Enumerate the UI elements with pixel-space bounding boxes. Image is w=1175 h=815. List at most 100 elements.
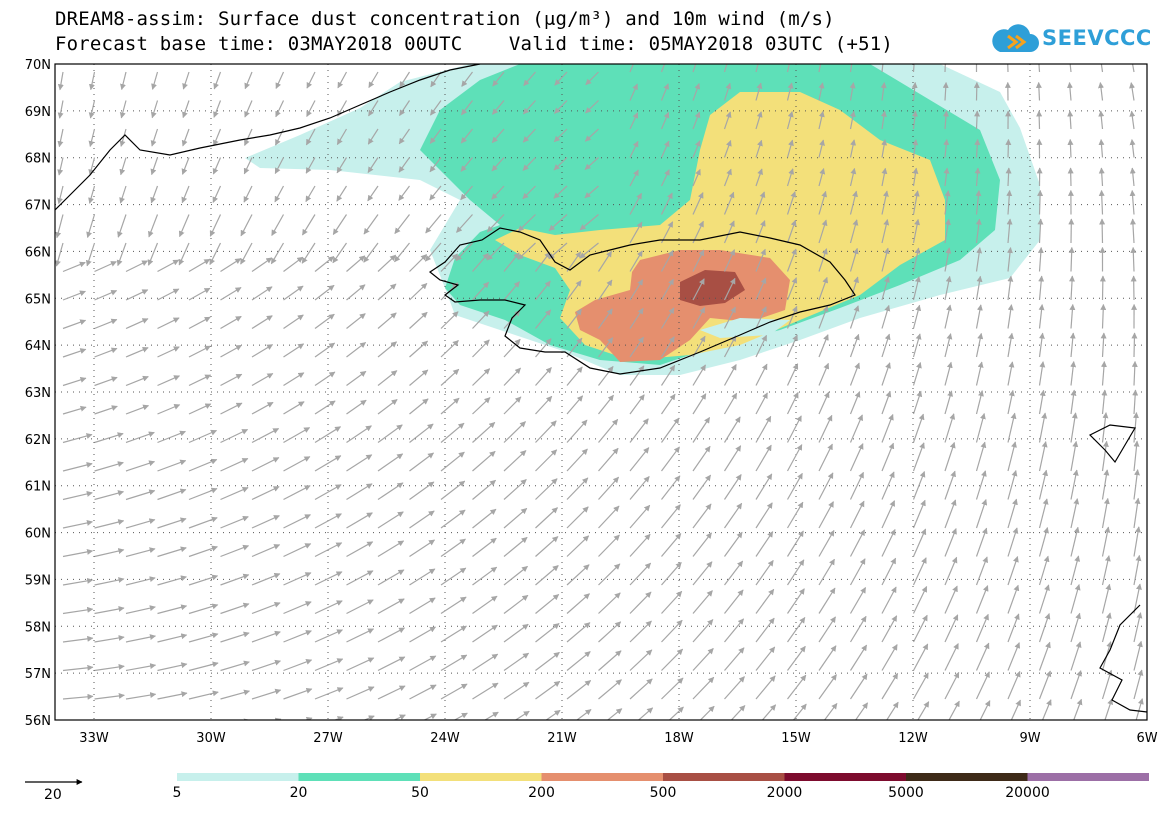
wind-vector <box>399 100 410 116</box>
wind-vector <box>440 683 468 700</box>
wind-vector <box>1036 110 1043 130</box>
wind-vector <box>157 430 186 444</box>
wind-vector <box>271 214 285 236</box>
wind-vector <box>629 64 635 73</box>
wind-vector <box>545 709 561 720</box>
wind-vector <box>692 647 714 671</box>
wind-vector <box>116 242 127 267</box>
wind-vector <box>975 613 989 643</box>
wind-vector <box>251 286 273 301</box>
wind-vector <box>660 364 676 386</box>
wind-vector <box>975 585 989 614</box>
wind-vector <box>220 486 249 501</box>
title-line-2: Forecast base time: 03MAY2018 00UTC Vali… <box>55 33 894 55</box>
wind-vector <box>283 314 304 329</box>
wind-vector <box>660 111 670 130</box>
wind-vector <box>723 140 732 158</box>
wind-vector <box>566 535 590 557</box>
wind-vector <box>270 242 285 265</box>
wind-vector <box>377 312 397 329</box>
wind-vector <box>409 452 434 472</box>
wind-vector <box>119 100 127 119</box>
wind-vector <box>881 276 890 301</box>
wind-vector <box>692 111 701 130</box>
wind-vector <box>1007 441 1017 472</box>
wind-vector <box>629 394 645 415</box>
wind-vector <box>119 157 127 176</box>
lat-label: 66N <box>25 245 51 260</box>
wind-vector <box>346 399 367 415</box>
wind-vector <box>787 645 806 671</box>
wind-vector <box>1038 304 1045 329</box>
wind-vector <box>62 290 86 301</box>
wind-vector <box>1166 390 1167 414</box>
wind-vector <box>1038 498 1049 529</box>
wind-vector <box>346 599 374 615</box>
wind-vector <box>598 447 619 472</box>
wind-vector <box>423 713 437 720</box>
wind-vector <box>786 219 797 244</box>
wind-vector <box>786 530 804 557</box>
wind-vector <box>336 128 348 146</box>
lat-label: 62N <box>25 433 51 448</box>
wind-vector <box>755 444 772 472</box>
wind-vector <box>535 367 552 386</box>
wind-vector <box>368 100 379 117</box>
wind-vector <box>62 433 93 444</box>
wind-vector <box>1007 613 1020 643</box>
wind-vector <box>566 337 583 358</box>
lat-label: 57N <box>25 667 51 682</box>
wind-vector <box>661 393 676 415</box>
wind-vector <box>314 371 336 386</box>
wind-vector <box>566 651 591 671</box>
wind-vector <box>178 242 190 266</box>
wind-vector <box>818 248 828 272</box>
wind-vector <box>944 556 958 586</box>
wind-vector <box>881 167 888 187</box>
wind-vector <box>661 533 682 557</box>
wind-vector <box>188 632 219 643</box>
wind-vector <box>363 715 375 720</box>
wind-vector <box>440 567 467 586</box>
wind-vector <box>283 572 312 586</box>
wind-vector <box>637 707 654 720</box>
wind-vector <box>314 629 343 643</box>
wind-vector <box>975 441 987 472</box>
wind-vector <box>849 110 856 130</box>
wind-vector <box>786 248 797 272</box>
wind-vector <box>692 393 707 415</box>
wind-vector <box>188 345 211 358</box>
wind-vector <box>1041 699 1052 720</box>
lat-label: 59N <box>25 573 51 588</box>
wind-vector <box>409 655 437 672</box>
wind-vector <box>367 128 379 145</box>
wind-vector <box>440 625 467 643</box>
wind-vector <box>220 373 243 387</box>
wind-vector <box>243 157 253 175</box>
wind-vector <box>440 311 459 329</box>
wind-vector <box>1101 440 1109 472</box>
wind-vector <box>182 71 190 90</box>
wind-vector <box>786 111 794 130</box>
wind-vector <box>409 539 436 558</box>
wind-vector <box>849 167 857 187</box>
wind-vector <box>1070 440 1079 472</box>
lat-label: 67N <box>25 199 51 214</box>
wind-vector <box>598 679 622 700</box>
wind-vector <box>377 341 398 358</box>
wind-vector <box>1038 412 1048 443</box>
wind-vector <box>220 544 250 558</box>
wind-vector <box>251 372 274 387</box>
wind-vector <box>346 425 372 443</box>
wind-vector <box>251 544 281 558</box>
wind-vector <box>157 604 188 615</box>
wind-vector <box>786 277 798 301</box>
wind-vector <box>535 449 558 472</box>
wind-vector <box>220 660 250 672</box>
wind-vector <box>94 318 118 330</box>
wind-vector <box>629 250 643 272</box>
wind-vector <box>786 444 803 472</box>
wind-vector <box>1098 110 1105 130</box>
wind-vector <box>283 372 305 387</box>
wind-vector <box>346 370 367 386</box>
